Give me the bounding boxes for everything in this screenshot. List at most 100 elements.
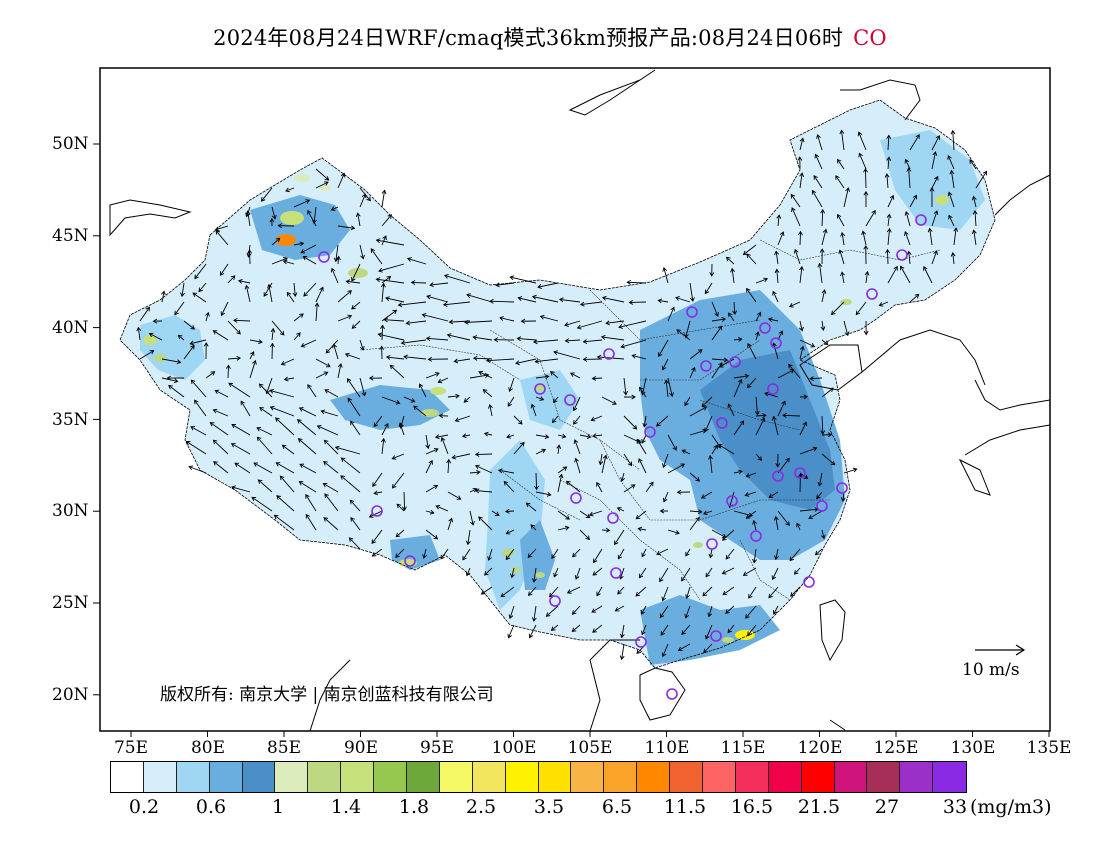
- wind-vector: [745, 510, 757, 519]
- wind-vector: [811, 189, 823, 208]
- wind-vector: [863, 320, 869, 336]
- station-marker: [534, 383, 546, 395]
- wind-vector: [383, 317, 405, 323]
- colorbar-swatch: [834, 762, 868, 792]
- wind-vector: [148, 332, 163, 341]
- station-marker: [915, 214, 927, 226]
- wind-vector: [659, 605, 669, 619]
- wind-vector: [520, 318, 537, 324]
- wind-vector: [797, 156, 803, 170]
- colorbar-swatch: [637, 762, 671, 792]
- wind-vector: [658, 339, 669, 358]
- wind-vector: [591, 605, 603, 613]
- wind-vector: [324, 389, 339, 398]
- wind-vector: [499, 316, 515, 322]
- wind-vector: [799, 172, 805, 189]
- wind-vector: [447, 491, 462, 500]
- wind-vector: [773, 605, 779, 615]
- station-marker: [896, 249, 908, 261]
- wind-vector: [656, 548, 669, 556]
- wind-vector: [777, 231, 785, 246]
- wind-reference-label: 10 m/s: [962, 660, 1020, 680]
- wind-vector: [251, 496, 273, 512]
- colorbar-label: 6.5: [601, 796, 633, 818]
- wind-vector: [820, 208, 826, 227]
- wind-vector: [745, 472, 757, 478]
- wind-vector: [368, 510, 383, 518]
- wind-vector: [240, 400, 251, 417]
- lon-label: 135E: [1026, 738, 1072, 758]
- wind-vector: [396, 503, 405, 512]
- wind-vector: [821, 432, 833, 438]
- wind-vector: [777, 369, 795, 379]
- wind-vector: [535, 374, 550, 380]
- coastline: [109, 199, 192, 237]
- concentration-region: [485, 440, 545, 610]
- wind-vector: [655, 415, 669, 427]
- wind-vector: [463, 396, 471, 403]
- wind-vector: [323, 517, 339, 531]
- province-border: [759, 239, 941, 261]
- wind-vector: [348, 537, 361, 550]
- wind-vector: [256, 426, 273, 436]
- concentration-region: [520, 370, 580, 430]
- wind-vector: [885, 248, 891, 265]
- station-marker: [866, 288, 878, 300]
- wind-vector: [351, 320, 361, 329]
- wind-vector: [136, 326, 142, 341]
- wind-vector: [469, 373, 490, 379]
- wind-vector: [635, 510, 647, 520]
- wind-vector: [280, 358, 295, 366]
- coastline: [639, 667, 686, 721]
- wind-vector: [469, 510, 475, 526]
- wind-vector: [931, 210, 939, 227]
- wind-vector: [535, 448, 547, 455]
- wind-vector: [161, 358, 182, 365]
- wind-vector: [214, 389, 229, 398]
- wind-vector: [855, 301, 867, 316]
- colorbar-label: 1.8: [398, 796, 430, 818]
- wind-vector: [482, 389, 493, 398]
- wind-vector: [549, 586, 559, 598]
- wind-vector: [231, 424, 251, 436]
- wind-vector: [931, 135, 941, 151]
- wind-vector: [950, 129, 956, 151]
- wind-vector: [685, 586, 691, 599]
- wind-vector: [314, 302, 320, 322]
- wind-vector: [708, 548, 714, 559]
- coastline: [964, 424, 1051, 456]
- colorbar-swatch: [867, 762, 901, 792]
- wind-vector: [335, 255, 341, 265]
- wind-vector: [166, 375, 185, 381]
- wind-vector: [177, 334, 185, 341]
- wind-vector: [909, 293, 920, 303]
- wind-vector: [887, 265, 898, 284]
- wind-vector: [820, 415, 826, 435]
- wind-vector: [817, 262, 823, 284]
- wind-vector: [273, 514, 295, 531]
- colorbar-swatch: [735, 762, 769, 792]
- wind-vector: [355, 212, 361, 227]
- wind-vector: [747, 342, 757, 360]
- coastline: [589, 639, 640, 701]
- wind-vector: [590, 415, 603, 422]
- wind-vector: [400, 339, 427, 346]
- colorbar-swatch: [341, 762, 375, 792]
- wind-vector: [531, 294, 559, 303]
- colorbar-swatch: [801, 762, 835, 792]
- wind-vector: [337, 363, 343, 379]
- wind-vector: [838, 249, 845, 265]
- wind-vector: [230, 443, 251, 455]
- wind-vector: [513, 415, 523, 425]
- wind-vector: [212, 408, 229, 417]
- wind-vector: [752, 519, 757, 531]
- wind-vector: [557, 433, 567, 439]
- wind-vector: [727, 403, 735, 417]
- wind-vector: [863, 244, 869, 265]
- colorbar-swatch: [143, 762, 177, 792]
- wind-vector: [139, 350, 155, 360]
- wind-vector: [681, 567, 691, 582]
- wind-vector: [323, 439, 339, 455]
- wind-vector: [755, 277, 769, 284]
- concentration-hotspot: [430, 387, 446, 395]
